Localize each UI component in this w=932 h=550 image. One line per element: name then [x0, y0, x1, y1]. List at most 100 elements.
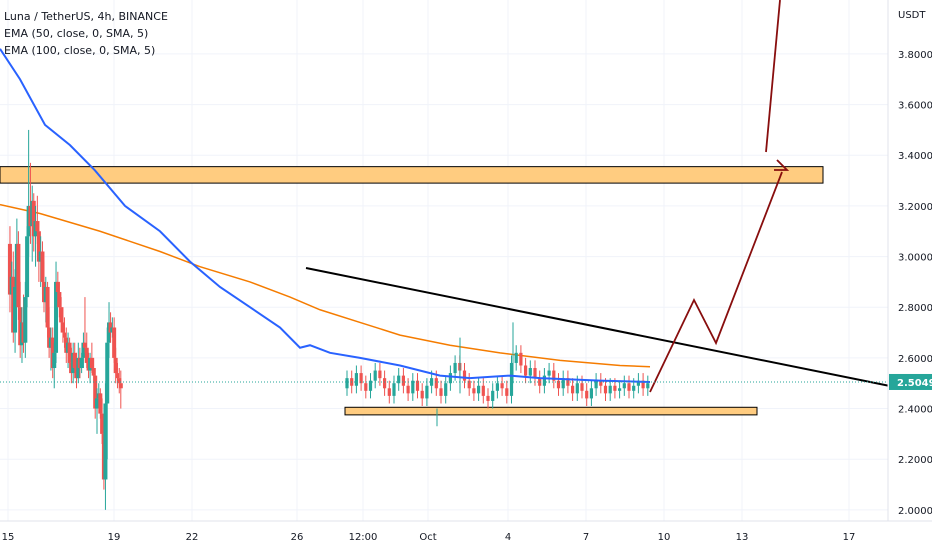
candle-body-27: [54, 281, 59, 353]
time-tick-label: 4: [505, 532, 511, 543]
last-price-tag-text: 2.5049: [897, 378, 932, 389]
candle-body-14: [31, 200, 36, 237]
candle-body-c35: [509, 362, 514, 396]
candle-body-c53: [594, 380, 598, 389]
candle-body-32: [62, 332, 67, 338]
candle-body-c62: [636, 380, 640, 386]
last-price-tag: 2.5049: [889, 373, 932, 390]
candle-body-c44: [552, 370, 556, 381]
time-tick-label: 10: [658, 532, 671, 543]
price-tick-label: 2.8000: [898, 303, 932, 314]
candle-body-35: [67, 342, 72, 363]
candle-body-40: [76, 357, 81, 379]
candle-body-c39: [528, 368, 532, 376]
time-tick-label: 15: [2, 532, 15, 543]
candle-body-30: [59, 307, 64, 323]
time-tick-label: 12:00: [349, 532, 378, 543]
price-axis[interactable]: USDT 3.8000 3.6000 3.4000 3.2000 3.0000 2.800…: [887, 0, 932, 521]
candle-body-51: [94, 398, 99, 409]
price-tick-label: 2.6000: [898, 354, 932, 365]
candle-body-56: [103, 403, 108, 480]
candle-body-c19: [434, 378, 438, 389]
candle-body-c41: [538, 378, 542, 386]
price-tick-label: 2.2000: [898, 455, 932, 466]
candle-body-c51: [585, 390, 589, 399]
time-axis-bg: [0, 521, 932, 550]
price-tick-label: 3.8000: [898, 50, 932, 61]
candle-body-42: [79, 357, 84, 369]
price-tick-label: 2.0000: [898, 506, 932, 517]
legend: Luna / TetherUS, 4h, BINANCE EMA (50, cl…: [4, 8, 168, 59]
candle-body-c4: [364, 383, 368, 391]
time-axis[interactable]: 15 19 22 26 12:00 Oct 4 7 10 13 17: [0, 520, 932, 550]
candle-body-c26: [467, 380, 471, 389]
ema-100-line: [0, 203, 651, 368]
ema-100-series: [0, 203, 651, 368]
candle-body-17: [36, 231, 41, 262]
candle-body-c18: [430, 378, 434, 386]
time-tick-label: 7: [583, 532, 589, 543]
candle-body-19: [40, 251, 45, 282]
candle-body-c15: [415, 380, 420, 391]
candle-body-c40: [533, 368, 537, 379]
grid: [0, 0, 888, 521]
candle-body-31: [60, 322, 65, 333]
price-tick-label: 3.4000: [898, 151, 932, 162]
legend-ema-50[interactable]: EMA (50, close, 0, SMA, 5): [4, 27, 149, 40]
candle-body-c57: [613, 385, 617, 391]
candle-body-c5: [368, 380, 373, 391]
support-zone: [344, 406, 758, 416]
candle-body-43: [81, 342, 86, 358]
candle-body-c48: [571, 385, 575, 394]
candle-body-49: [91, 368, 96, 376]
candle-body-c14: [411, 380, 415, 394]
candle-body-26: [52, 352, 57, 369]
candle-body-c20: [439, 388, 443, 396]
candle-body-c25: [462, 370, 467, 381]
candle-body-45: [84, 347, 89, 363]
time-tick-label: Oct: [419, 532, 436, 543]
price-axis-bg: [888, 0, 932, 521]
candle-body-c45: [556, 380, 561, 389]
time-tick-label: 22: [186, 532, 199, 543]
price-tick-label: 3.6000: [898, 101, 932, 112]
candle-body-c11: [397, 375, 401, 384]
candle-body-c46: [561, 378, 565, 389]
candles: [7, 129, 650, 510]
candle-body-3: [13, 286, 18, 333]
candle-body-65: [118, 383, 123, 389]
candle-body-c54: [599, 380, 603, 386]
candle-body-c2: [354, 373, 358, 386]
candle-body-c50: [580, 383, 584, 391]
candle-body-c49: [575, 383, 579, 394]
time-tick-label: 13: [736, 532, 749, 543]
candle-body-64: [117, 378, 122, 384]
candle-body-c6: [373, 370, 377, 381]
legend-symbol[interactable]: Luna / TetherUS, 4h, BINANCE: [4, 10, 168, 23]
candle-body-c58: [618, 388, 622, 391]
candle-body-c59: [622, 383, 626, 389]
candle-body-c36: [514, 352, 518, 363]
time-tick-label: 17: [843, 532, 856, 543]
ema-50-line: [0, 48, 651, 383]
candle-body-9: [23, 297, 28, 343]
candle-body-c52: [589, 388, 593, 399]
candle-body-c27: [472, 388, 476, 394]
price-tick-label: 2.4000: [898, 405, 932, 416]
candle-body-29: [57, 292, 62, 308]
descending-trendline: [305, 267, 891, 387]
candle-body-c9: [387, 388, 391, 396]
zones: [0, 166, 824, 416]
candle-body-c30: [486, 395, 490, 401]
candle-body-c55: [603, 385, 608, 394]
candle-body-53: [98, 393, 103, 414]
candle-body-63: [115, 373, 120, 379]
candle-body-c38: [524, 365, 528, 376]
candle-body-5: [16, 243, 21, 308]
candle-body-28: [55, 281, 60, 293]
legend-ema-100[interactable]: EMA (100, close, 0, SMA, 5): [4, 44, 156, 57]
candle-body-57: [105, 342, 110, 404]
candle-body-c3: [359, 373, 363, 384]
